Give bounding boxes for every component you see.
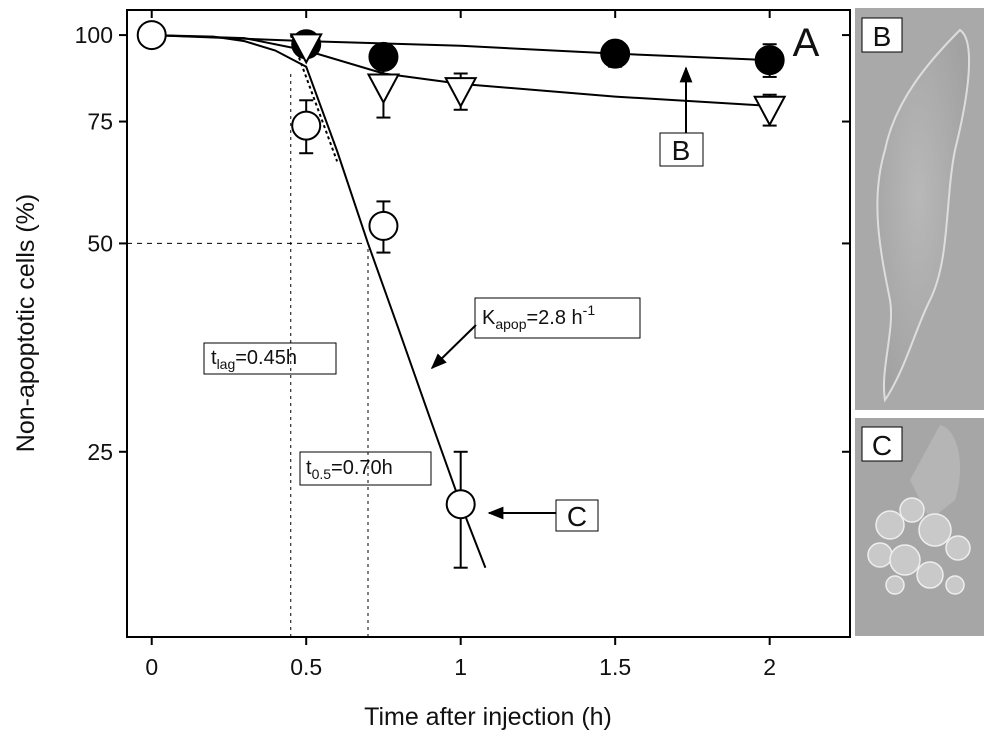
x-tick-label: 0	[145, 654, 158, 680]
fit-line	[152, 35, 486, 568]
x-tick-label: 0.5	[290, 654, 322, 680]
y-tick-label: 100	[75, 22, 113, 48]
annotation: B	[672, 135, 691, 166]
ann-sub: lag	[217, 356, 236, 372]
point	[138, 21, 166, 49]
ann-part: K	[482, 307, 496, 329]
y-tick-label: 25	[87, 439, 113, 465]
fit-line	[152, 35, 770, 60]
point	[292, 112, 320, 140]
ann-part: =2.8 h	[527, 307, 583, 329]
x-tick-label: 1.5	[599, 654, 631, 680]
ann-sub: apop	[495, 316, 526, 332]
y-tick-label: 50	[87, 230, 113, 256]
ann-sup: -1	[583, 302, 596, 318]
y-tick-label: 75	[87, 109, 113, 135]
point	[447, 490, 475, 518]
point	[601, 40, 629, 68]
figure: B C A Time after injection (h) Non-apopt…	[0, 0, 984, 733]
annotation: C	[567, 501, 587, 532]
ann-sub: 0.5	[312, 466, 332, 482]
y-axis-label: Non-apoptotic cells (%)	[12, 194, 40, 452]
ann-part: =0.45h	[235, 347, 297, 369]
photo-label: B	[873, 21, 892, 52]
point	[755, 97, 785, 125]
point	[369, 212, 397, 240]
x-axis-label: Time after injection (h)	[364, 703, 612, 731]
point	[756, 46, 784, 74]
ann-part: =0.70h	[331, 457, 393, 479]
photo-label: C	[872, 430, 892, 461]
arrow	[432, 325, 476, 368]
x-tick-label: 2	[763, 654, 776, 680]
x-tick-label: 1	[454, 654, 467, 680]
point	[368, 74, 398, 102]
panel-label: A	[793, 21, 820, 65]
point	[446, 78, 476, 106]
